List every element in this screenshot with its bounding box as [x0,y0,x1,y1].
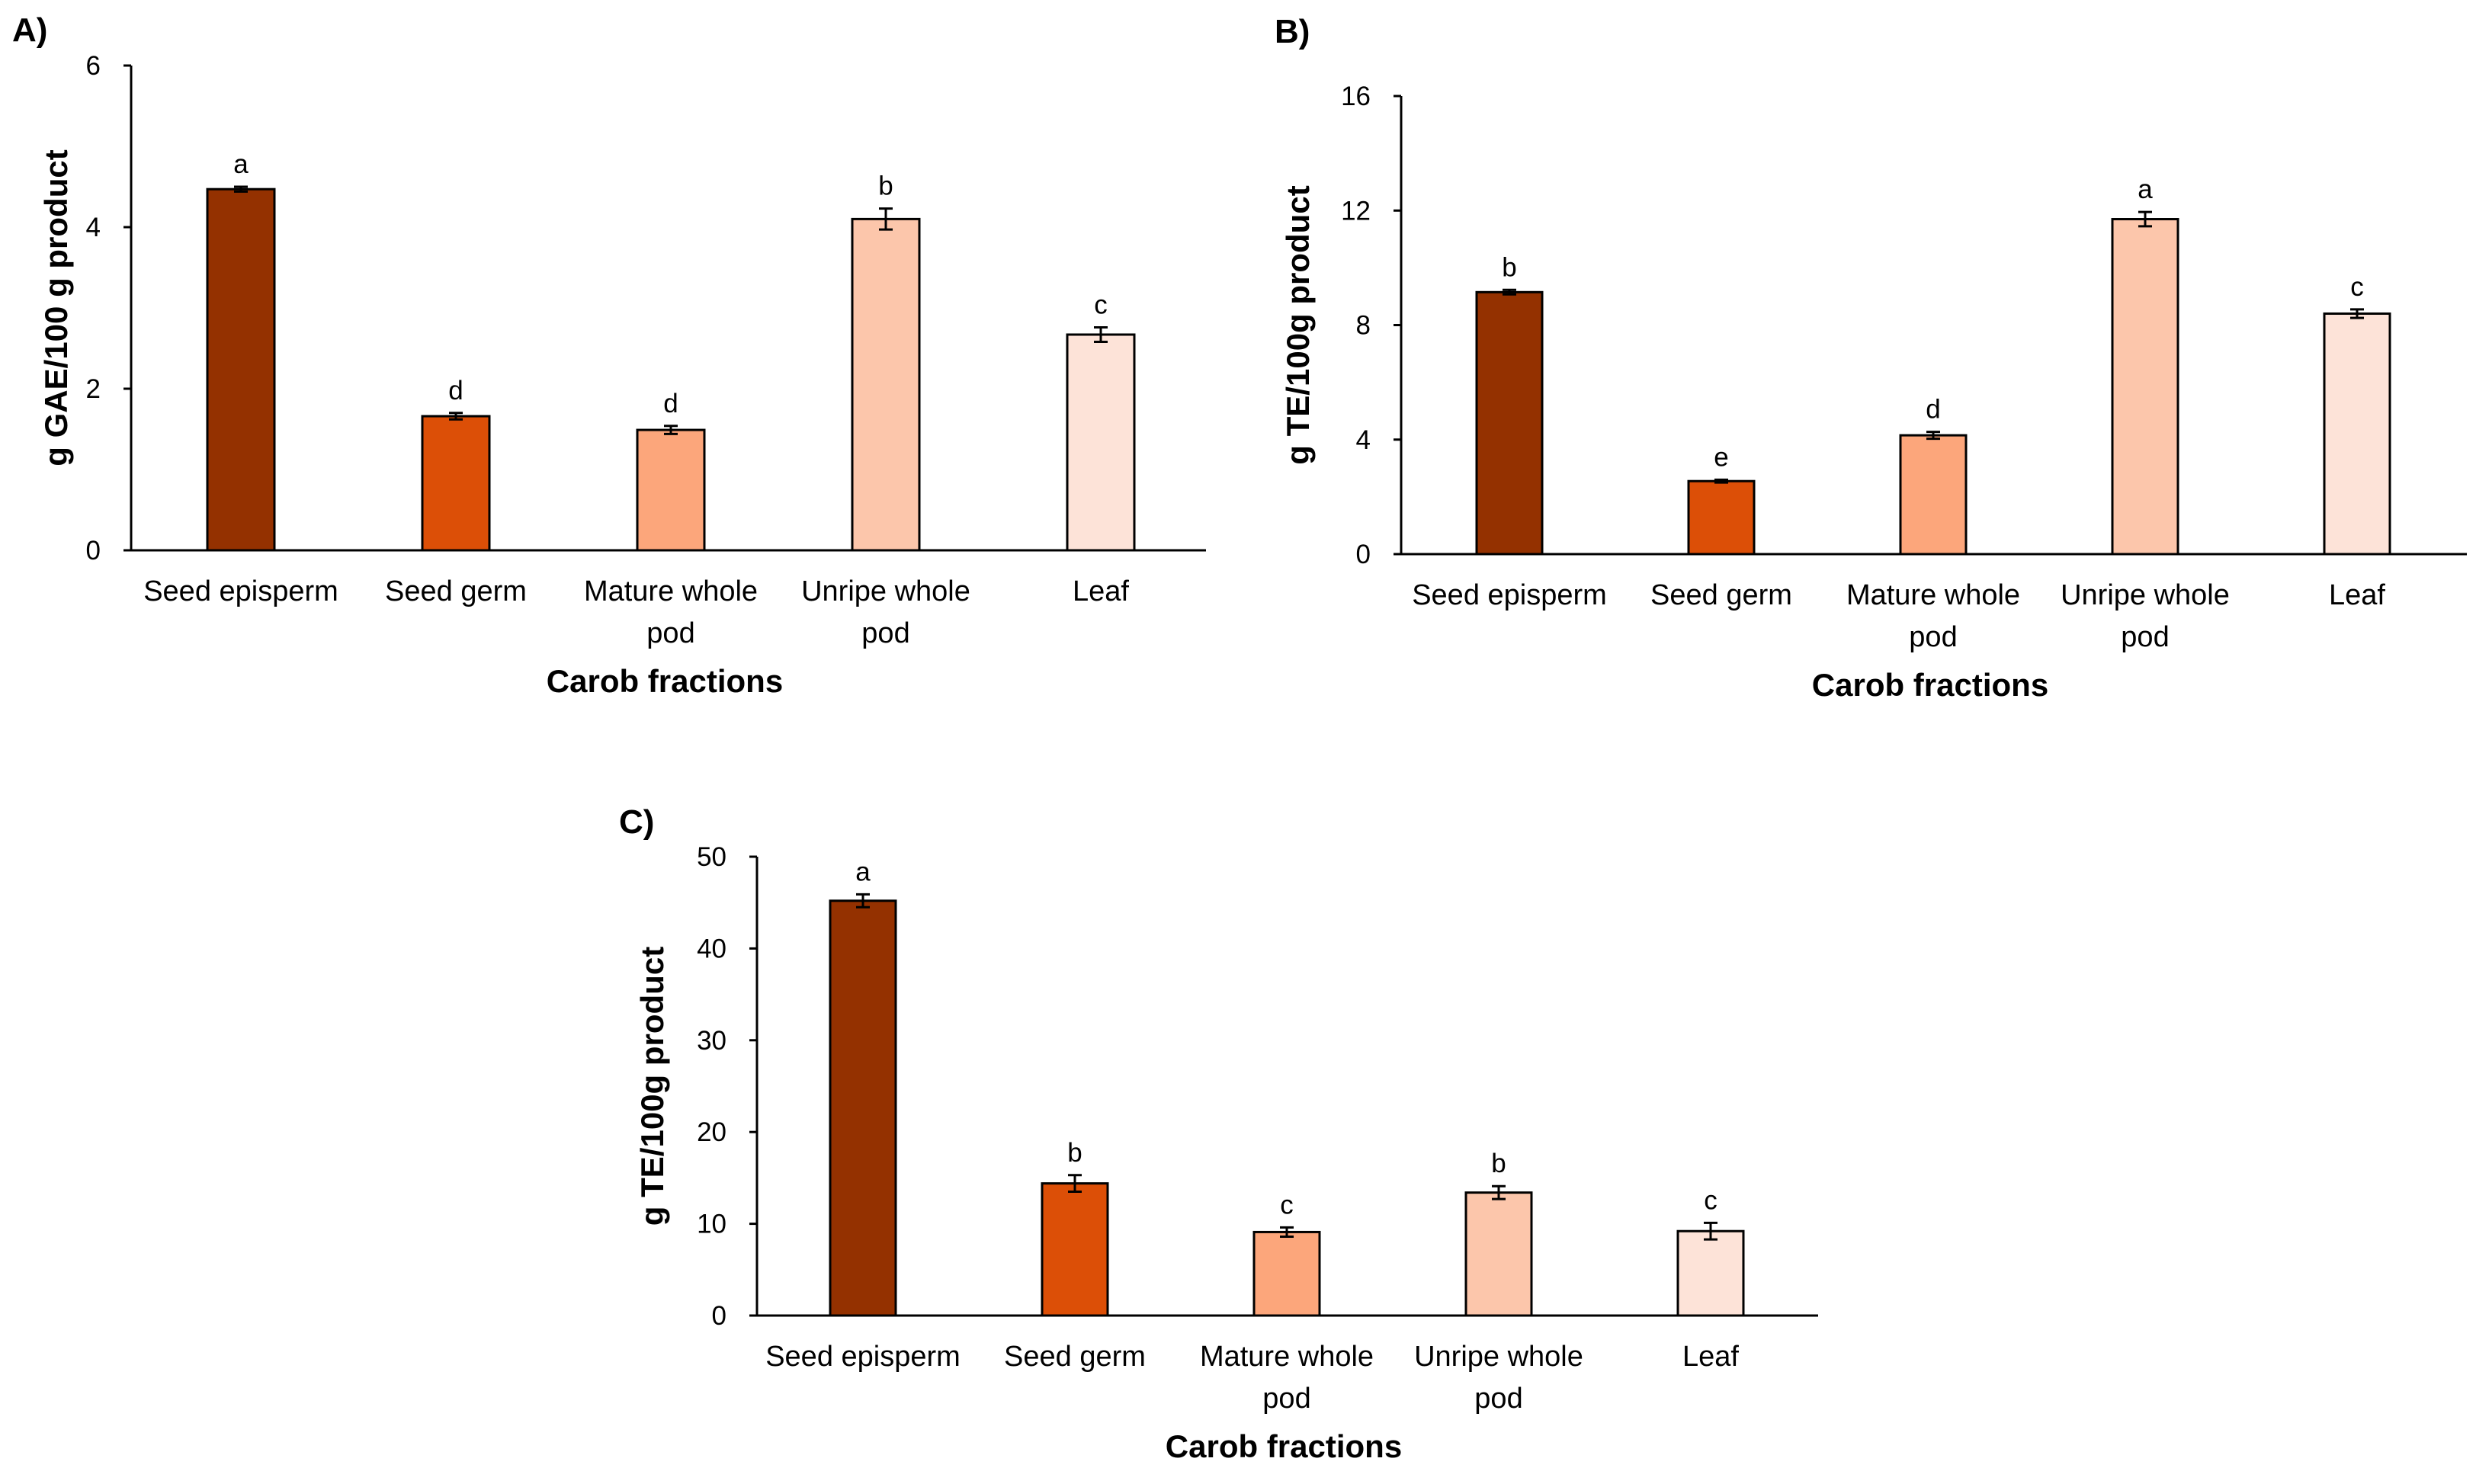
panel-label: A) [12,11,47,49]
chart-panel-b: B) 0 4 8 12 16 g TE/100g product b Seed episperm… [1275,13,2467,703]
x-category-label: pod [1262,1383,1310,1415]
y-tick-label: 6 [86,51,101,81]
y-tick-label: 0 [712,1301,726,1331]
bar [2323,312,2391,556]
significance-letter: d [663,389,678,418]
x-category-label: Leaf [1073,575,1129,607]
significance-letter: a [855,857,871,886]
x-category-label: pod [861,617,909,649]
y-tick-label: 10 [697,1210,726,1239]
x-category-label: Mature whole [584,575,758,607]
x-category-label: pod [2121,621,2169,653]
chart-panel-c: C) 0 10 20 30 40 50 g TE/100g product a Seed epis… [619,803,1818,1464]
y-tick-label: 20 [697,1117,726,1147]
bar [421,415,491,552]
significance-letter: c [2350,272,2364,302]
x-axis-title: Carob fractions [1166,1428,1402,1464]
y-axis-title: g GAE/100 g product [38,149,74,466]
bar [1899,434,1968,556]
x-category-label: Seed germ [1004,1341,1146,1373]
y-axis-title: g TE/100g product [634,947,670,1226]
x-category-label: Seed episperm [143,575,338,607]
panel-label: B) [1275,13,1310,50]
x-category-label: Unripe whole [2061,579,2230,611]
bar [1041,1182,1109,1317]
significance-letter: b [878,171,893,201]
x-category-label: Seed germ [385,575,527,607]
significance-letter: c [1094,290,1108,319]
bar [829,899,897,1317]
panel-label: C) [619,803,654,841]
significance-letter: c [1280,1190,1294,1220]
y-tick-label: 4 [1356,425,1371,455]
x-category-label: Leaf [1682,1341,1739,1373]
significance-letter: d [448,376,463,405]
y-tick-label: 50 [697,842,726,872]
significance-letter: d [1926,395,1940,425]
y-tick-label: 30 [697,1026,726,1056]
significance-letter: c [1704,1185,1717,1215]
x-axis-title: Carob fractions [547,663,783,699]
bar [206,188,276,552]
bar [851,217,921,552]
significance-letter: b [1067,1138,1082,1168]
x-category-label: Seed episperm [765,1341,961,1373]
significance-letter: b [1491,1149,1506,1178]
y-tick-label: 2 [86,374,101,404]
significance-letter: b [1502,252,1516,282]
y-tick-label: 8 [1356,311,1371,341]
significance-letter: e [1714,442,1728,472]
x-category-label: Unripe whole [1414,1341,1583,1373]
bar [2111,218,2179,556]
bar [1252,1230,1321,1317]
chart-panel-a: A) 0 2 4 6 g GAE/100 g product a Seed episperm d… [12,11,1206,699]
x-category-label: Unripe whole [801,575,970,607]
y-tick-label: 12 [1341,196,1371,226]
bar [1464,1191,1533,1317]
bar [636,428,706,552]
y-tick-label: 0 [1356,540,1371,569]
x-category-label: pod [646,617,694,649]
y-tick-label: 4 [86,213,101,242]
bar [1676,1229,1745,1317]
y-tick-label: 0 [86,536,101,566]
y-axis-title: g TE/100g product [1280,185,1316,464]
y-tick-label: 40 [697,934,726,963]
x-category-label: pod [1474,1383,1522,1415]
bar [1066,333,1136,552]
bar [1475,290,1544,556]
x-category-label: Mature whole [1846,579,2020,611]
x-category-label: Seed episperm [1412,579,1607,611]
significance-letter: a [2138,175,2153,204]
bar [1687,479,1756,556]
x-category-label: Seed germ [1650,579,1792,611]
x-category-label: pod [1909,621,1957,653]
x-axis-title: Carob fractions [1812,667,2048,703]
x-category-label: Mature whole [1200,1341,1374,1373]
x-category-label: Leaf [2329,579,2385,611]
y-tick-label: 16 [1341,82,1371,111]
significance-letter: a [233,149,249,179]
